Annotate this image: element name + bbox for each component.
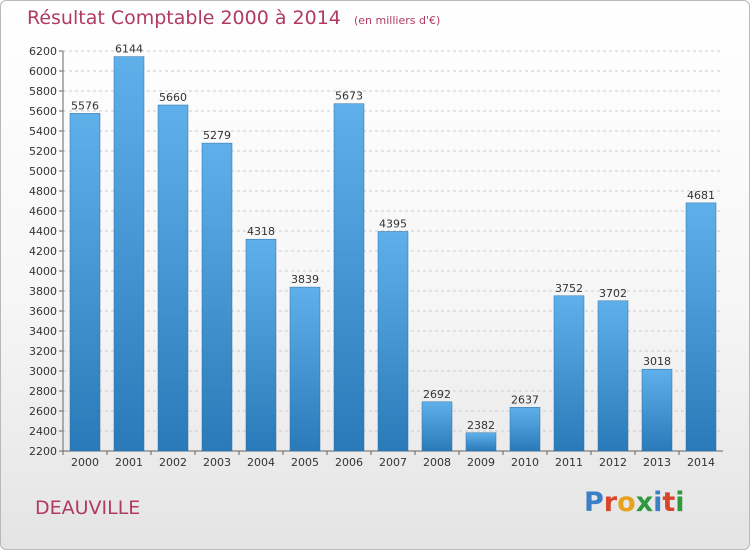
- value-label-2009: 2382: [467, 419, 495, 432]
- bar-2013: [641, 368, 673, 452]
- x-tick-label-2012: 2012: [599, 456, 627, 469]
- logo-letter: i: [675, 487, 685, 518]
- y-tick-label: 6000: [29, 65, 57, 78]
- value-label-2012: 3702: [599, 287, 627, 300]
- x-tick-label-2007: 2007: [379, 456, 407, 469]
- y-tick-label: 5600: [29, 105, 57, 118]
- y-tick-label: 4600: [29, 205, 57, 218]
- proxiti-logo: Proxiti: [584, 487, 685, 518]
- value-label-2013: 3018: [643, 355, 671, 368]
- logo-letter: i: [653, 487, 663, 518]
- bar-2011: [553, 295, 585, 452]
- logo-letter: r: [603, 487, 618, 518]
- y-tick-label: 4800: [29, 185, 57, 198]
- x-tick-label-2001: 2001: [115, 456, 143, 469]
- city-name: DEAUVILLE: [35, 497, 141, 519]
- value-label-2014: 4681: [687, 189, 715, 202]
- chart-title: Résultat Comptable 2000 à 2014 (en milli…: [27, 7, 440, 29]
- x-tick-label-2011: 2011: [555, 456, 583, 469]
- y-tick-label: 2200: [29, 445, 57, 458]
- bar-2000: [69, 113, 101, 452]
- value-label-2005: 3839: [291, 273, 319, 286]
- bar-2002: [157, 104, 189, 452]
- chart-title-main: Résultat Comptable 2000 à 2014: [27, 7, 341, 29]
- y-tick-label: 3000: [29, 365, 57, 378]
- value-label-2000: 5576: [71, 99, 99, 112]
- bar-2004: [245, 238, 277, 452]
- value-label-2001: 6144: [115, 43, 143, 56]
- y-tick-label: 5000: [29, 165, 57, 178]
- y-tick-label: 3800: [29, 285, 57, 298]
- value-label-2007: 4395: [379, 218, 407, 231]
- value-label-2004: 4318: [247, 225, 275, 238]
- x-tick-label-2003: 2003: [203, 456, 231, 469]
- x-tick-label-2002: 2002: [159, 456, 187, 469]
- logo-letter: t: [662, 487, 676, 518]
- value-label-2003: 5279: [203, 129, 231, 142]
- logo-letter: o: [617, 487, 636, 518]
- x-tick-label-2004: 2004: [247, 456, 275, 469]
- y-tick-label: 2600: [29, 405, 57, 418]
- y-tick-label: 4000: [29, 265, 57, 278]
- x-tick-label-2008: 2008: [423, 456, 451, 469]
- x-tick-label-2005: 2005: [291, 456, 319, 469]
- bar-2010: [509, 407, 541, 452]
- value-label-2008: 2692: [423, 388, 451, 401]
- bar-2007: [377, 231, 409, 452]
- bar-2005: [289, 286, 321, 452]
- y-tick-label: 2800: [29, 385, 57, 398]
- value-label-2006: 5673: [335, 90, 363, 103]
- x-tick-label-2009: 2009: [467, 456, 495, 469]
- bar-2003: [201, 142, 233, 452]
- bar-2006: [333, 103, 365, 452]
- bar-2014: [685, 202, 717, 452]
- logo-letter: P: [584, 487, 604, 518]
- x-tick-label-2006: 2006: [335, 456, 363, 469]
- bar-2008: [421, 401, 453, 452]
- logo-letter: x: [635, 487, 654, 518]
- y-tick-label: 4200: [29, 245, 57, 258]
- y-tick-label: 4400: [29, 225, 57, 238]
- y-tick-label: 5800: [29, 85, 57, 98]
- x-tick-label-2014: 2014: [687, 456, 715, 469]
- x-tick-label-2013: 2013: [643, 456, 671, 469]
- bar-2001: [113, 56, 145, 452]
- y-tick-label: 5200: [29, 145, 57, 158]
- y-tick-label: 3400: [29, 325, 57, 338]
- y-tick-label: 6200: [29, 45, 57, 58]
- x-tick-label-2000: 2000: [71, 456, 99, 469]
- y-tick-labels: 2200 2400 2600 2800 3000 3200 3400 3600 3800 4000…: [29, 45, 57, 458]
- x-tick-label-2010: 2010: [511, 456, 539, 469]
- y-tick-label: 3200: [29, 345, 57, 358]
- bar-2009: [465, 432, 497, 452]
- value-label-2010: 2637: [511, 393, 539, 406]
- x-tick-labels: 2000 2001 2002 2003 2004 2005 2006 2007 2008 2009…: [71, 456, 715, 469]
- y-tick-label: 3600: [29, 305, 57, 318]
- value-labels: 5576 6144 5660 5279 4318 3839 5673 4395 2692 2382…: [71, 43, 715, 432]
- y-tick-label: 2400: [29, 425, 57, 438]
- y-tick-label: 5400: [29, 125, 57, 138]
- value-label-2011: 3752: [555, 282, 583, 295]
- value-label-2002: 5660: [159, 91, 187, 104]
- bars: [69, 56, 717, 452]
- chart-title-unit: (en milliers d'€): [353, 14, 441, 27]
- bar-2012: [597, 300, 629, 452]
